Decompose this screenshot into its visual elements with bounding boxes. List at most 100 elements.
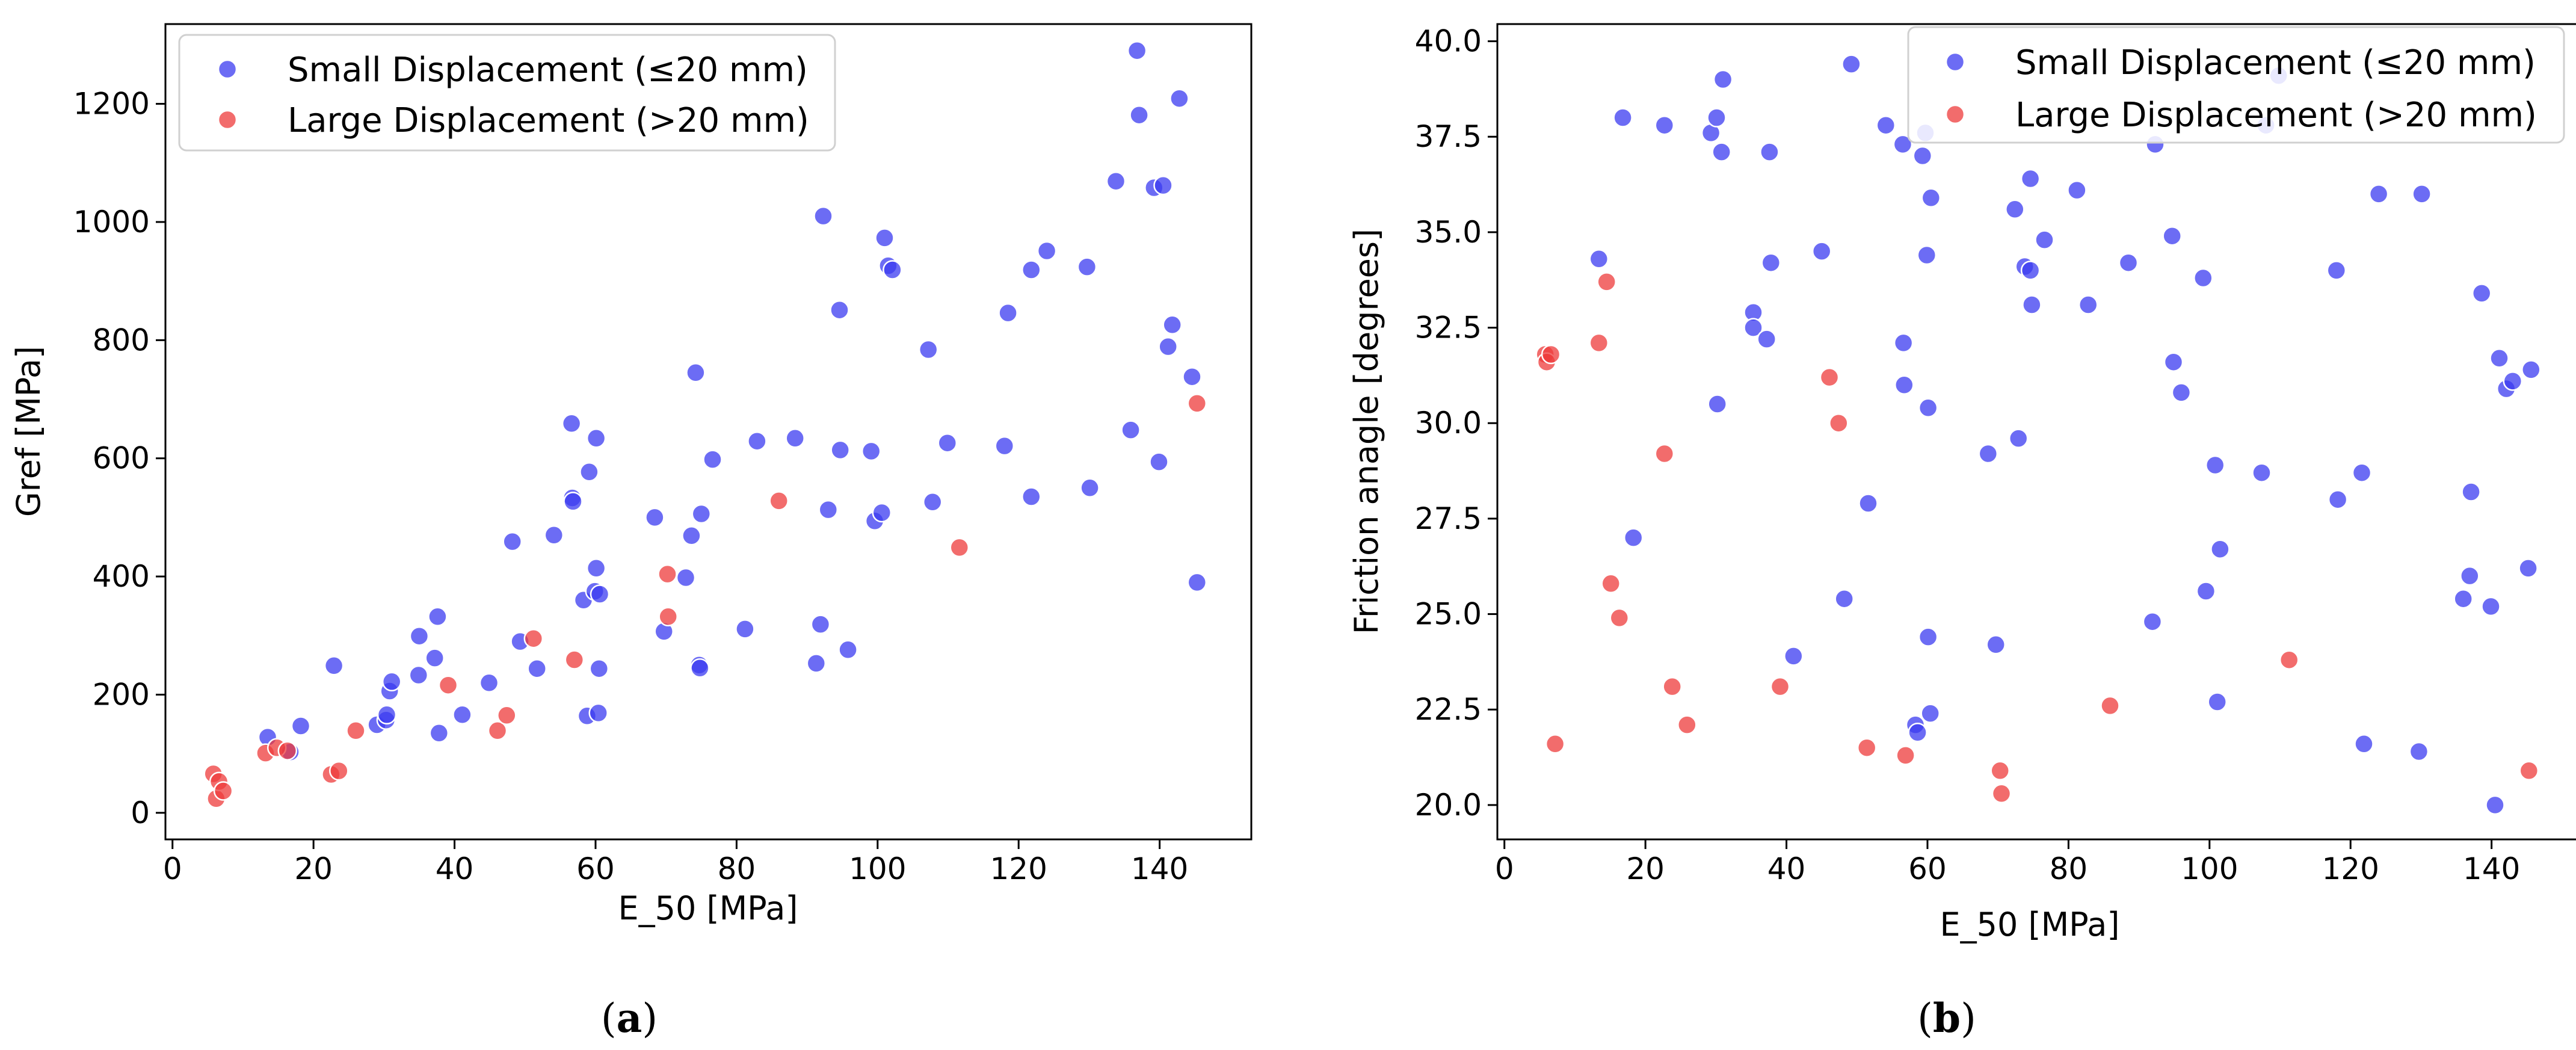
point-small-displacement: [2008, 428, 2029, 448]
point-small-displacement: [2205, 455, 2225, 475]
point-small-displacement: [291, 716, 311, 736]
panel-letter: b: [1933, 995, 1961, 1042]
y-tick-label: 1200: [73, 87, 150, 122]
point-small-displacement: [2409, 741, 2429, 762]
legend-marker-large: [1945, 104, 1965, 125]
point-small-displacement: [830, 440, 850, 460]
point-large-displacement: [1597, 272, 1616, 292]
point-large-displacement: [329, 761, 349, 781]
point-small-displacement: [830, 300, 849, 320]
y-tick-label: 0: [131, 795, 150, 830]
panel-letter: a: [617, 995, 642, 1042]
point-small-displacement: [586, 558, 606, 578]
y-axis-title: Friction anagle [degrees]: [1348, 229, 1385, 634]
point-small-displacement: [1917, 245, 1937, 265]
point-small-displacement: [1841, 54, 1861, 74]
x-tick-label: 80: [2050, 851, 2088, 886]
legend: Small Displacement (≤20 mm) Large Displa…: [178, 34, 836, 152]
point-small-displacement: [1834, 588, 1854, 609]
point-small-displacement: [324, 656, 344, 676]
point-small-displacement: [1908, 723, 1927, 743]
point-large-displacement: [1991, 783, 2012, 804]
point-small-displacement: [1654, 115, 1675, 135]
point-small-displacement: [1784, 646, 1804, 666]
point-small-displacement: [2453, 588, 2473, 609]
point-small-displacement: [1893, 134, 1913, 155]
y-axis-ticks: 20.0 22.5 25.0 27.5 30.0 32.5 35.0 37.5 40.0: [1415, 24, 1497, 823]
point-small-displacement: [1169, 88, 1189, 108]
x-tick-label: 40: [1767, 851, 1806, 886]
point-small-displacement: [2067, 180, 2087, 200]
point-small-displacement: [1876, 115, 1896, 135]
point-small-displacement: [561, 413, 582, 434]
x-tick-label: 20: [1626, 851, 1665, 886]
legend-marker-small: [1945, 52, 1965, 72]
point-large-displacement: [2519, 761, 2539, 781]
legend-label-large: Large Displacement (>20 mm): [288, 101, 809, 140]
point-large-displacement: [497, 705, 517, 726]
point-small-displacement: [2354, 734, 2374, 754]
point-small-displacement: [785, 428, 805, 448]
point-large-displacement: [1990, 761, 2010, 781]
point-large-displacement: [1187, 394, 1207, 413]
x-tick-label: 0: [163, 851, 182, 886]
point-small-displacement: [1757, 329, 1776, 349]
point-small-displacement: [527, 658, 547, 679]
legend-box: [178, 34, 836, 152]
point-small-displacement: [937, 433, 958, 453]
x-tick-label: 140: [1131, 851, 1188, 886]
x-tick-label: 40: [436, 851, 474, 886]
point-small-displacement: [544, 525, 564, 545]
y-tick-label: 20.0: [1415, 788, 1482, 823]
point-small-displacement: [2489, 348, 2509, 368]
point-small-displacement: [1037, 241, 1057, 261]
y-tick-label: 27.5: [1415, 501, 1482, 536]
point-large-displacement: [1601, 573, 1621, 594]
point-small-displacement: [2328, 489, 2348, 510]
point-large-displacement: [1770, 676, 1790, 697]
point-small-displacement: [2078, 295, 2098, 315]
x-tick-label: 60: [1908, 851, 1947, 886]
point-small-displacement: [2022, 295, 2042, 315]
point-large-displacement: [1609, 608, 1630, 628]
point-small-displacement: [810, 614, 831, 634]
point-small-displacement: [452, 705, 472, 725]
point-small-displacement: [1743, 318, 1763, 338]
point-large-displacement: [1541, 344, 1561, 365]
point-small-displacement: [875, 228, 895, 248]
scatter-plot-gref: 0 20 40 60 80 100 120 140 0 200 400 600 800 1000 1200…: [10, 23, 1253, 1042]
point-small-displacement: [1707, 108, 1727, 128]
point-small-displacement: [1761, 253, 1781, 273]
point-small-displacement: [1613, 108, 1633, 128]
point-small-displacement: [994, 436, 1015, 456]
point-small-displacement: [1707, 394, 1727, 414]
point-large-displacement: [1545, 734, 1565, 754]
scatter-plot-friction-angle: 0 20 40 60 80 100 120 140 20.0 22.5 25.0 27.5 30.0 3…: [1348, 23, 2576, 1042]
x-axis-ticks: 0 20 40 60 80 100 120 140: [1495, 839, 2520, 886]
point-small-displacement: [2518, 558, 2538, 578]
point-large-displacement: [2100, 696, 2120, 716]
point-small-displacement: [861, 441, 881, 462]
y-tick-label: 35.0: [1415, 215, 1482, 250]
point-small-displacement: [2196, 581, 2216, 601]
point-small-displacement: [686, 363, 706, 383]
x-axis-title: E_50 [MPa]: [1940, 906, 2120, 943]
y-tick-label: 1000: [73, 205, 150, 239]
x-tick-label: 20: [294, 851, 333, 886]
point-small-displacement: [408, 665, 429, 685]
point-large-displacement: [1654, 443, 1675, 464]
point-large-displacement: [1896, 746, 1915, 765]
point-small-displacement: [918, 339, 938, 360]
point-small-displacement: [2005, 199, 2025, 220]
y-tick-label: 600: [93, 441, 150, 476]
point-small-displacement: [1080, 478, 1100, 498]
point-small-displacement: [806, 653, 827, 673]
point-small-displacement: [2503, 371, 2523, 391]
point-small-displacement: [1893, 333, 1914, 353]
point-small-displacement: [1021, 487, 1041, 507]
point-small-displacement: [586, 428, 606, 448]
point-small-displacement: [2207, 692, 2227, 712]
point-small-displacement: [590, 584, 610, 604]
point-large-displacement: [487, 721, 508, 741]
point-small-displacement: [1921, 188, 1941, 208]
